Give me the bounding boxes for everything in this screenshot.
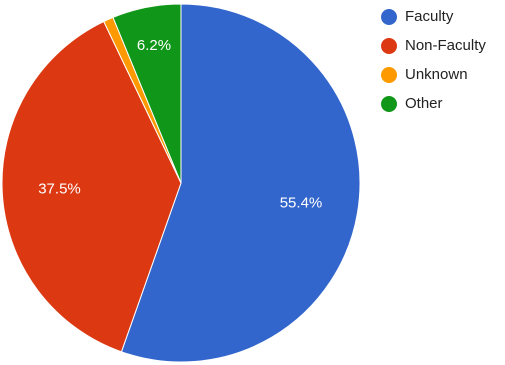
pie-slice-non-faculty[interactable] bbox=[1, 20, 182, 353]
legend-label-unknown: Unknown bbox=[405, 66, 468, 83]
pie-slices bbox=[1, 3, 361, 363]
legend-item-faculty[interactable]: Faculty bbox=[381, 2, 505, 31]
legend-item-non-faculty[interactable]: Non-Faculty bbox=[381, 31, 505, 60]
pie-slice-labels: 55.4% 37.5% 6.2% bbox=[38, 37, 322, 212]
legend-swatch-non-faculty bbox=[381, 37, 397, 54]
slice-label-faculty: 55.4% bbox=[280, 195, 323, 212]
legend-swatch-unknown bbox=[381, 66, 397, 83]
legend-label-other: Other bbox=[405, 95, 443, 112]
slice-label-non-faculty: 37.5% bbox=[38, 180, 81, 197]
legend-swatch-faculty bbox=[381, 8, 397, 25]
legend-swatch-other bbox=[381, 95, 397, 112]
slice-label-other: 6.2% bbox=[137, 37, 171, 54]
legend-label-faculty: Faculty bbox=[405, 8, 454, 25]
legend-item-other[interactable]: Other bbox=[381, 89, 505, 118]
pie-slice-other[interactable] bbox=[112, 3, 182, 184]
legend: Faculty Non-Faculty Unknown Other bbox=[381, 2, 505, 118]
legend-label-non-faculty: Non-Faculty bbox=[405, 37, 486, 54]
legend-item-unknown[interactable]: Unknown bbox=[381, 60, 505, 89]
